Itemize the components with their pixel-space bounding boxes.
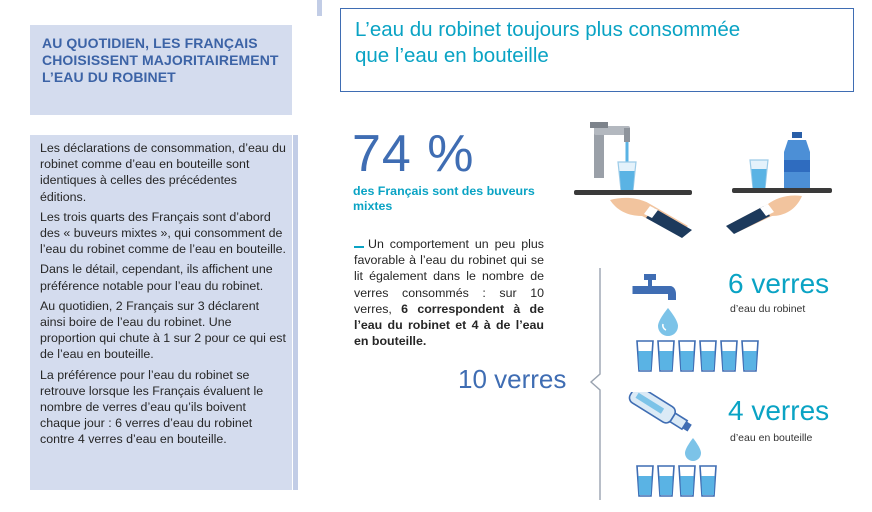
big-percent: 74 %: [352, 125, 475, 183]
hand-icon: [610, 197, 692, 238]
glass-icon: [636, 465, 654, 497]
page-title-line1: L’eau du robinet toujours plus consommée: [355, 18, 741, 41]
sidebar-heading: AU QUOTIDIEN, LES FRANÇAIS CHOISISSENT M…: [42, 35, 279, 85]
tap-icon: [632, 274, 676, 300]
sidebar-body-panel: Les déclarations de consommation, d’eau …: [30, 135, 292, 490]
glass-icon: [749, 159, 769, 189]
serving-tray-icon: [732, 188, 832, 193]
glass-icon: [657, 340, 675, 372]
total-glasses: 10 verres: [458, 364, 567, 394]
behavior-text: Un comportement un peu plus favorable à …: [354, 236, 544, 349]
behavior-text-bold: 6 correspondent à de l’eau du robinet et…: [354, 301, 544, 349]
bottle-count: 4 verres: [728, 395, 830, 426]
tap-icon: [590, 122, 630, 178]
water-drop-icon: [685, 438, 701, 461]
glass-icon: [741, 340, 759, 372]
tap-caption: d’eau du robinet: [730, 303, 806, 315]
hand-icon: [726, 195, 802, 234]
glass-icon: [699, 465, 717, 497]
sidebar-paragraph: Dans le détail, cependant, ils affichent…: [40, 262, 273, 293]
glass-icon: [657, 465, 675, 497]
bottle-tray-illustration: [726, 132, 832, 234]
page-title-line2: que l’eau en bouteille: [355, 44, 549, 67]
bottle-icon: [784, 132, 810, 188]
behavior-text-regular: Un comportement un peu plus favorable à …: [354, 237, 544, 316]
sidebar-paragraph: La préférence pour l’eau du robinet se r…: [40, 367, 264, 447]
sidebar-paragraph: Les déclarations de consommation, d’eau …: [40, 141, 286, 204]
water-drop-icon: [658, 308, 678, 336]
bracket-divider: [589, 268, 601, 500]
bottle-icon: [628, 392, 692, 432]
glass-icon: [720, 340, 738, 372]
dash-marker: [354, 246, 364, 248]
title-box: L’eau du robinet toujours plus consommée…: [340, 8, 854, 92]
sidebar-heading-panel: AU QUOTIDIEN, LES FRANÇAIS CHOISISSENT M…: [30, 25, 292, 115]
sidebar-edge-bar: [293, 135, 298, 490]
tap-glasses-row: [636, 340, 759, 372]
bottle-glasses-row: [636, 465, 717, 497]
sidebar-paragraph: Au quotidien, 2 Français sur 3 déclarent…: [40, 298, 286, 362]
glass-icon: [699, 340, 717, 372]
tap-tray-illustration: [574, 122, 692, 238]
glass-icon: [617, 161, 637, 191]
percent-caption: des Français sont des buveurs mixtes: [353, 184, 535, 213]
serving-tray-icon: [574, 190, 692, 195]
decorative-accent: [317, 0, 322, 16]
sidebar-paragraph: Les trois quarts des Français sont d’abo…: [40, 209, 286, 257]
bottle-caption: d’eau en bouteille: [730, 432, 813, 444]
glass-icon: [636, 340, 654, 372]
glass-icon: [678, 340, 696, 372]
page-title: L’eau du robinet toujours plus consommée…: [355, 17, 853, 69]
tap-count: 6 verres: [728, 268, 830, 299]
glass-icon: [678, 465, 696, 497]
